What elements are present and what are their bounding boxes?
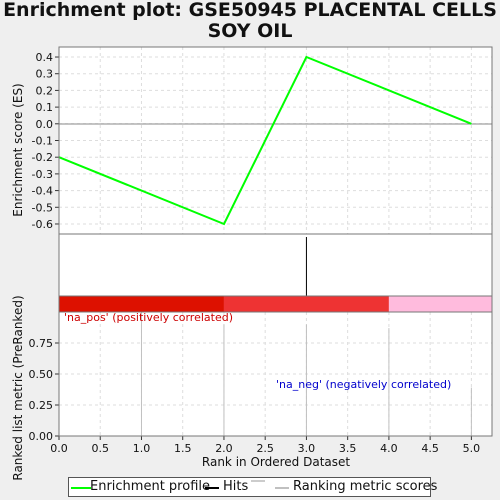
axes [55, 46, 493, 440]
x-tick-label: 5.0 [463, 442, 481, 455]
color-bar-segment [59, 296, 224, 312]
x-tick-label: 4.0 [380, 442, 398, 455]
es-y-tick-label: -0.1 [32, 135, 53, 148]
ranked-y-tick-label: 0.25 [29, 399, 54, 412]
ranked-y-tick-label: 0.00 [29, 430, 54, 443]
es-y-tick-label: 0.4 [36, 51, 54, 64]
x-tick-label: 2.0 [215, 442, 233, 455]
ranked-y-axis-label: Ranked list metric (PreRanked) [11, 295, 25, 480]
x-tick-label: 1.5 [174, 442, 192, 455]
x-axis-label: Rank in Ordered Dataset [202, 455, 350, 469]
x-tick-label: 0.5 [91, 442, 109, 455]
x-tick-label: 2.5 [256, 442, 274, 455]
es-y-tick-label: -0.4 [32, 185, 53, 198]
na-neg-annotation: 'na_neg' (negatively correlated) [276, 378, 451, 391]
legend-swatch-hits-faint [251, 480, 265, 482]
es-y-tick-label: -0.2 [32, 151, 53, 164]
es-y-tick-label: 0.3 [36, 68, 54, 81]
ranked-y-tick-label: 0.75 [29, 337, 54, 350]
legend-swatch-hits [205, 487, 219, 489]
es-y-tick-label: 0.1 [36, 101, 54, 114]
color-bar-segment [388, 296, 492, 312]
panel-border [58, 311, 493, 437]
legend-label-ranking: Ranking metric scores [293, 479, 438, 494]
legend-swatch-enrichment [71, 487, 91, 489]
es-y-tick-label: -0.5 [32, 201, 53, 214]
legend-label-enrichment: Enrichment profile [90, 479, 210, 494]
es-y-tick-label: -0.3 [32, 168, 53, 181]
x-tick-label: 0.0 [50, 442, 68, 455]
ranking-bars [140, 312, 472, 436]
x-tick-label: 1.0 [133, 442, 151, 455]
hits-panel [59, 234, 492, 296]
x-tick-label: 3.5 [339, 442, 357, 455]
legend: Enrichment profile Hits Ranking metric s… [68, 477, 437, 497]
na-pos-annotation: 'na_pos' (positively correlated) [64, 311, 233, 324]
x-tick-label: 4.5 [421, 442, 439, 455]
chart-title: Enrichment plot: GSE50945 PLACENTAL CELL… [3, 0, 497, 42]
color-bar [59, 296, 492, 312]
es-profile-line [58, 55, 472, 226]
es-y-tick-label: -0.6 [32, 218, 53, 231]
tick-labels: 0.4 0.3 0.2 0.1 0.0 -0.1 -0.2 -0.3 -0.4 -0.5 -0.6 0… [29, 51, 481, 455]
es-y-tick-label: 0.0 [36, 118, 54, 131]
es-y-tick-label: 0.2 [36, 84, 54, 97]
x-tick-label: 3.0 [298, 442, 316, 455]
legend-label-hits: Hits [223, 479, 249, 494]
color-bar-segment [223, 296, 389, 312]
ranked-y-tick-label: 0.50 [29, 368, 54, 381]
es-y-axis-label: Enrichment score (ES) [11, 83, 25, 216]
legend-swatch-ranking [275, 487, 289, 489]
